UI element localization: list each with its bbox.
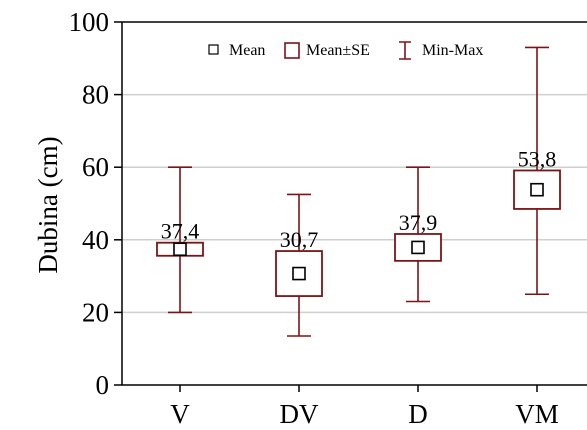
- y-tick-label: 0: [96, 370, 110, 400]
- y-tick-label: 40: [82, 225, 109, 255]
- y-tick-label: 20: [82, 297, 109, 327]
- x-tick-label: D: [408, 399, 428, 429]
- legend-se-label: Mean±SE: [306, 42, 370, 59]
- mean-marker: [173, 242, 187, 257]
- mean-marker: [411, 240, 425, 255]
- legend-minmax-icon: [399, 41, 411, 60]
- legend-mean-label: Mean: [229, 42, 265, 59]
- y-axis-title: Dubina (cm): [33, 136, 63, 273]
- legend-minmax-label: Min-Max: [422, 42, 483, 59]
- y-tick-label: 100: [69, 7, 110, 37]
- mean-marker: [530, 182, 544, 197]
- mean-marker: [292, 266, 306, 281]
- x-tick-label: DV: [280, 399, 319, 429]
- mean-data-label: 30,7: [280, 227, 319, 252]
- plot-series: 37,4 30,7 37,9 53,8: [156, 46, 561, 337]
- legend-se-icon: [284, 42, 300, 59]
- y-tick-label: 80: [82, 80, 109, 110]
- mean-data-label: 37,4: [161, 219, 200, 244]
- x-tick-label: V: [170, 399, 190, 429]
- y-tick-label: 60: [82, 152, 109, 182]
- x-tick-label: VM: [515, 399, 559, 429]
- mean-data-label: 53,8: [518, 146, 557, 171]
- gridlines: [122, 93, 587, 314]
- legend-mean-icon: [208, 44, 219, 55]
- legend: Mean Mean±SE Min-Max: [208, 41, 483, 60]
- axes: 0 20 40 60 80 100 V DV D VM: [69, 7, 587, 429]
- mean-data-label: 37,9: [399, 210, 438, 235]
